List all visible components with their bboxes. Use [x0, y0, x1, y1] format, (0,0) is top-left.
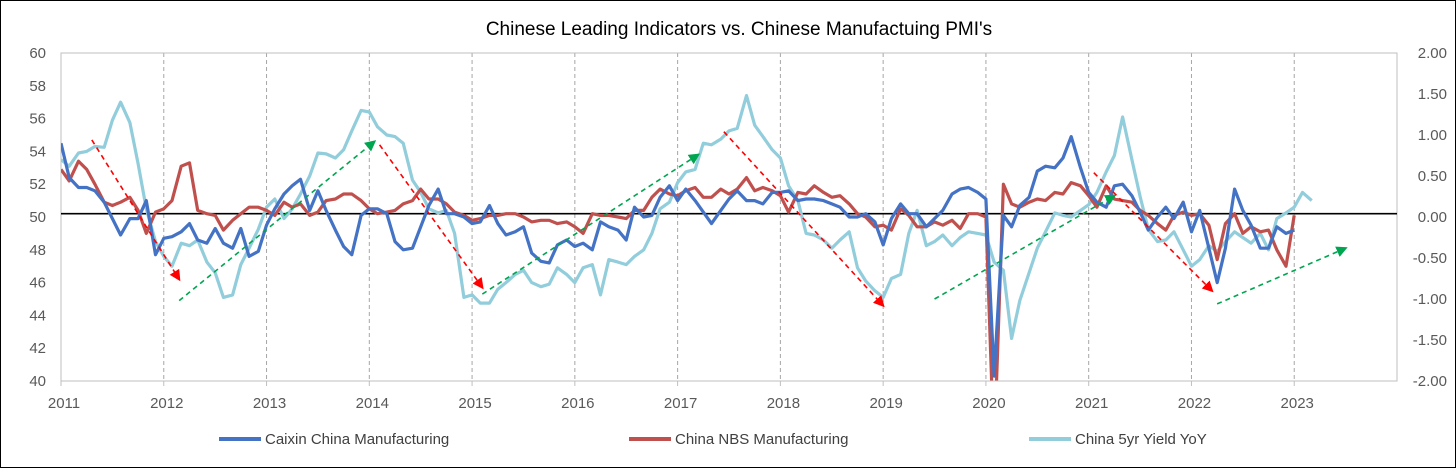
series-line-1 — [61, 159, 1296, 381]
y-left-tick: 48 — [29, 242, 46, 259]
legend-item: China NBS Manufacturing — [629, 431, 848, 448]
legend-label: China 5yr Yield YoY — [1075, 431, 1207, 448]
x-axis: 2011 2012 2013 2014 2015 2016 2017 2018 2019 2020… — [48, 380, 1397, 412]
y-left-tick: 44 — [29, 307, 46, 324]
y-right-tick: 1.50 — [1418, 86, 1447, 103]
y-left-tick: 58 — [29, 78, 46, 95]
x-tick-label: 2019 — [869, 395, 902, 412]
x-tick-label: 2013 — [253, 395, 286, 412]
legend-label: China NBS Manufacturing — [675, 431, 848, 448]
y-axis-left: 40 42 44 46 48 50 52 54 56 58 60 — [29, 45, 46, 390]
x-tick-label: 2020 — [972, 395, 1005, 412]
trend-arrow-up — [178, 140, 377, 302]
y-left-tick: 54 — [29, 143, 46, 160]
trend-arrow-up — [934, 194, 1117, 300]
y-right-tick: 2.00 — [1418, 45, 1447, 62]
y-left-tick: 42 — [29, 340, 46, 357]
x-tick-label: 2011 — [48, 395, 80, 412]
y-right-tick: 0.00 — [1418, 209, 1447, 226]
x-tick-label: 2014 — [356, 395, 389, 412]
legend-item: China 5yr Yield YoY — [1029, 431, 1207, 448]
x-tick-label: 2022 — [1178, 395, 1211, 412]
y-left-tick: 52 — [29, 176, 46, 193]
y-left-tick: 50 — [29, 209, 46, 226]
trend-arrow-up — [481, 153, 701, 295]
legend-item: Caixin China Manufacturing — [219, 431, 449, 448]
y-left-tick: 56 — [29, 111, 46, 128]
x-tick-label: 2018 — [767, 395, 800, 412]
grid — [163, 53, 1295, 381]
y-axis-right: -2.00 -1.50 -1.00 -0.50 0.00 0.50 1.00 1.50 2.00 — [1413, 45, 1447, 390]
trend-arrow-down — [91, 139, 181, 282]
y-left-tick: 40 — [29, 373, 46, 390]
y-right-tick: -1.50 — [1413, 332, 1447, 349]
series-layer — [61, 94, 1313, 381]
trend-arrow-down — [723, 131, 885, 308]
series-line-0 — [61, 135, 1295, 378]
y-right-tick: -2.00 — [1413, 373, 1447, 390]
y-right-tick: -0.50 — [1413, 250, 1447, 267]
y-left-tick: 46 — [29, 275, 46, 292]
legend-label: Caixin China Manufacturing — [265, 431, 449, 448]
trend-arrow-down — [378, 144, 484, 290]
chart-title: Chinese Leading Indicators vs. Chinese M… — [486, 19, 992, 40]
legend: Caixin China Manufacturing China NBS Manu… — [219, 431, 1207, 448]
y-left-tick: 60 — [29, 45, 46, 62]
y-right-tick: -1.00 — [1413, 291, 1447, 308]
x-tick-label: 2015 — [458, 395, 491, 412]
trend-arrows — [91, 131, 1348, 308]
y-right-tick: 1.00 — [1418, 127, 1447, 144]
trend-arrow-down — [1093, 172, 1214, 293]
x-tick-label: 2017 — [664, 395, 697, 412]
x-tick-label: 2012 — [150, 395, 183, 412]
x-tick-label: 2023 — [1281, 395, 1314, 412]
x-tick-label: 2021 — [1075, 395, 1108, 412]
x-tick-label: 2016 — [561, 395, 594, 412]
series-line-2 — [61, 94, 1313, 340]
y-right-tick: 0.50 — [1418, 168, 1447, 185]
